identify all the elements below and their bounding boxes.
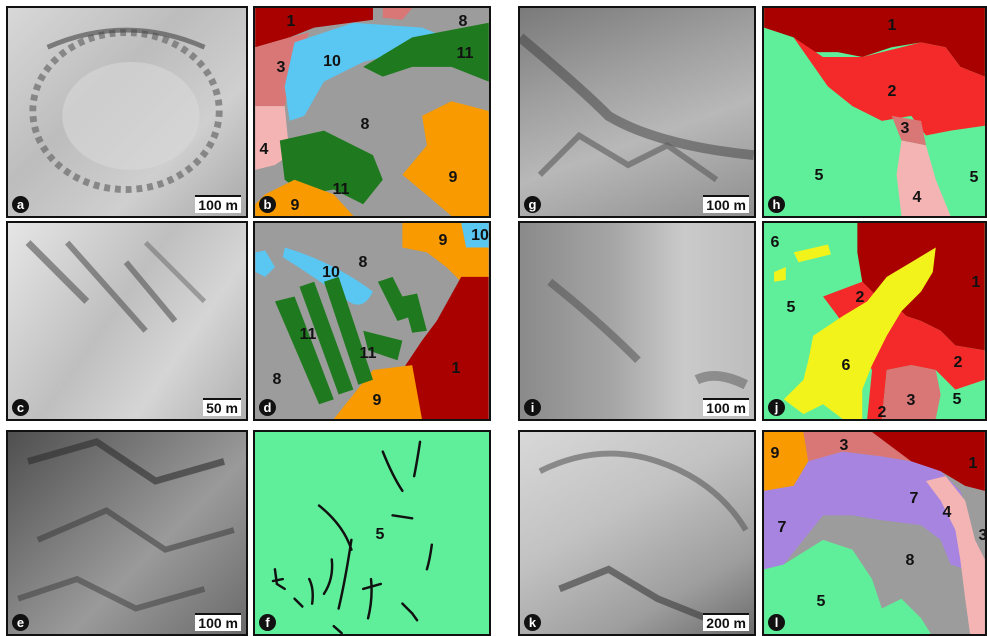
unit-label: 10 [471, 227, 489, 244]
panel-label: c [12, 399, 29, 416]
panel-h-map: 1 2 3 5 4 5 h [762, 6, 987, 218]
geologic-map-b [255, 8, 489, 216]
unit-label: 8 [360, 116, 370, 133]
unit-label: 7 [777, 519, 787, 536]
unit-label: 1 [968, 455, 978, 472]
panel-label: i [524, 399, 541, 416]
unit-label: 3 [978, 527, 987, 544]
unit-label: 11 [332, 181, 350, 198]
scale-bar: 100 m [195, 613, 241, 631]
unit-label: 11 [359, 345, 377, 362]
unit-label: 9 [770, 445, 780, 462]
panel-a-image: a 100 m [6, 6, 248, 218]
unit-label: 3 [276, 59, 286, 76]
panel-label: e [12, 614, 29, 631]
panel-label: l [768, 614, 785, 631]
panel-label: h [768, 196, 785, 213]
unit-label: 4 [912, 189, 922, 206]
unit-label: 6 [841, 357, 851, 374]
unit-label: 4 [942, 504, 952, 521]
unit-label: 5 [816, 593, 826, 610]
geologic-map-h [764, 8, 985, 216]
unit-label: 3 [839, 437, 849, 454]
relief-a [29, 27, 223, 193]
unit-label: 5 [952, 391, 962, 408]
unit-label: 11 [299, 326, 317, 343]
geologic-map-l [764, 432, 985, 634]
panel-label: j [768, 399, 785, 416]
unit-label: 10 [323, 53, 341, 70]
panel-label: f [259, 614, 276, 631]
panel-label: g [524, 196, 541, 213]
unit-label: 9 [290, 197, 300, 214]
unit-label: 5 [375, 526, 385, 543]
unit-label: 2 [953, 354, 963, 371]
unit-label: 8 [905, 552, 915, 569]
unit-label: 9 [372, 392, 382, 409]
unit-label: 9 [448, 169, 458, 186]
unit-label: 9 [438, 232, 448, 249]
unit-label: 8 [458, 13, 468, 30]
unit-label: 4 [259, 141, 269, 158]
panel-label: b [259, 196, 276, 213]
unit-label: 5 [969, 169, 979, 186]
panel-label: d [259, 399, 276, 416]
relief-k [538, 450, 749, 622]
unit-label: 5 [786, 299, 796, 316]
unit-label: 3 [906, 392, 916, 409]
unit-label: 10 [322, 264, 340, 281]
unit-label: 1 [971, 274, 981, 291]
geologic-map-f [271, 440, 434, 634]
panel-b-map: 1 3 10 8 11 4 8 9 11 9 b [253, 6, 491, 218]
scale-bar: 100 m [703, 195, 749, 213]
panel-d-map: 10 9 10 8 11 11 8 9 1 d [253, 221, 491, 421]
scale-bar: 50 m [203, 398, 241, 416]
panel-e-image: e 100 m [6, 430, 248, 636]
panel-i-image: i 100 m [518, 221, 756, 421]
scale-bar: 100 m [703, 398, 749, 416]
unit-label: 3 [900, 120, 910, 137]
unit-label: 2 [877, 404, 887, 421]
unit-label: 11 [456, 45, 474, 62]
panel-g-image: g 100 m [518, 6, 756, 218]
panel-k-image: k 200 m [518, 430, 756, 636]
panel-c-image: c 50 m [6, 221, 248, 421]
unit-label: 7 [909, 490, 919, 507]
unit-label: 2 [887, 83, 897, 100]
unit-label: 5 [814, 167, 824, 184]
unit-label: 1 [887, 17, 897, 34]
panel-f-map: 5 f [253, 430, 491, 636]
scale-bar: 100 m [195, 195, 241, 213]
panel-label: a [12, 196, 29, 213]
panel-label: k [524, 614, 541, 631]
panel-l-map: 9 3 1 7 4 7 3 8 5 l [762, 430, 987, 636]
unit-label: 1 [451, 360, 461, 377]
scale-bar: 200 m [703, 613, 749, 631]
unit-label: 1 [286, 13, 296, 30]
geologic-map-d [255, 223, 489, 419]
relief-g [520, 33, 754, 183]
relief-e [17, 438, 235, 612]
geologic-map-j [774, 223, 985, 419]
relief-i [547, 278, 748, 390]
unit-label: 8 [272, 371, 282, 388]
relief-c [25, 240, 207, 333]
unit-label: 8 [358, 254, 368, 271]
panel-j-map: 6 1 2 5 6 2 3 2 5 j [762, 221, 987, 421]
unit-label: 6 [770, 234, 780, 251]
unit-label: 2 [855, 289, 865, 306]
